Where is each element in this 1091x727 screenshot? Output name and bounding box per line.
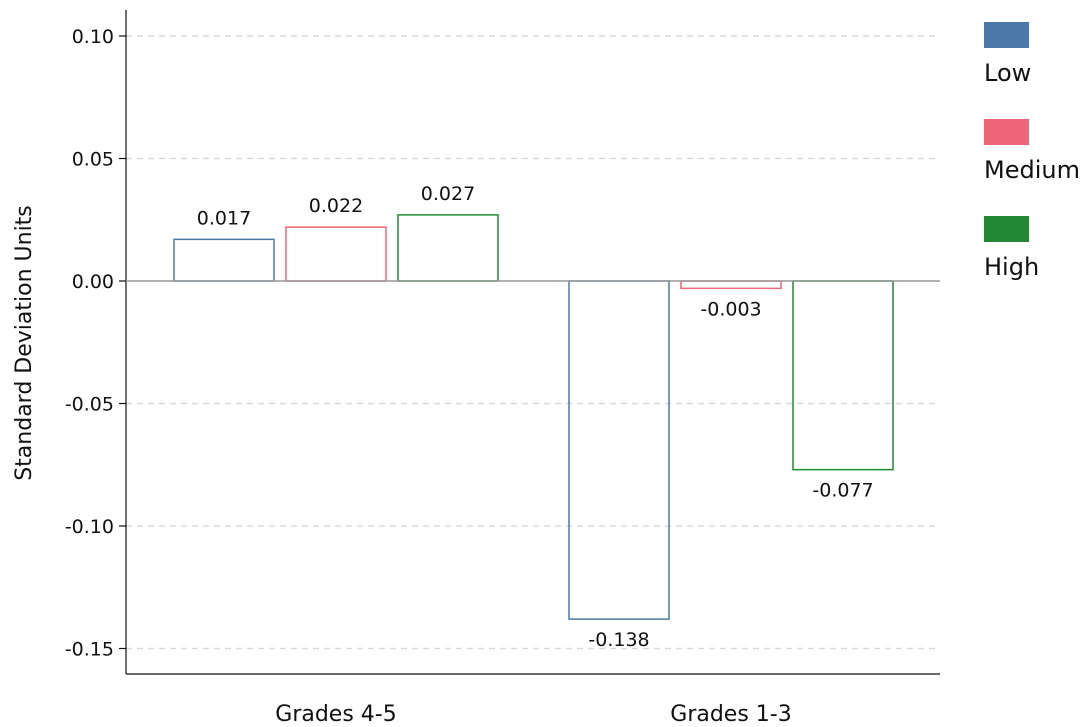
y-tick-label: 0.00 <box>72 271 114 293</box>
bar-medium-grades-1-3 <box>680 280 782 290</box>
legend-swatch-medium <box>984 119 1029 145</box>
legend: Low Medium High <box>984 22 1080 281</box>
bars <box>173 214 894 620</box>
y-axis-title: Standard Deviation Units <box>12 205 37 481</box>
legend-label-low: Low <box>984 59 1031 87</box>
legend-swatch-low <box>984 22 1029 48</box>
y-tick-label: -0.05 <box>65 394 114 416</box>
y-tick-label: 0.10 <box>72 26 114 48</box>
data-label: -0.138 <box>588 629 649 651</box>
bar-low-grades-1-3 <box>568 280 670 620</box>
y-tick-label: -0.15 <box>65 639 114 661</box>
y-tick-label: -0.10 <box>65 516 114 538</box>
data-labels: 0.017 0.022 0.027 -0.138 -0.003 -0.077 <box>197 183 874 651</box>
data-label: 0.027 <box>421 183 475 205</box>
data-label: -0.077 <box>812 480 873 502</box>
bar-high-grades-1-3 <box>792 280 894 471</box>
legend-label-medium: Medium <box>984 156 1080 184</box>
legend-label-high: High <box>984 253 1039 281</box>
data-label: 0.017 <box>197 207 251 229</box>
bar-high-grades-4-5 <box>397 214 499 282</box>
x-category-label: Grades 1-3 <box>670 702 791 727</box>
data-label: 0.022 <box>309 195 363 217</box>
data-label: -0.003 <box>700 298 761 320</box>
gridlines <box>126 35 940 650</box>
legend-swatch-high <box>984 216 1029 242</box>
y-tick-label: 0.05 <box>72 149 114 171</box>
category-labels: Grades 4-5 Grades 1-3 <box>275 702 791 727</box>
bar-medium-grades-4-5 <box>285 226 387 282</box>
bar-low-grades-4-5 <box>173 238 275 282</box>
axes <box>125 10 940 675</box>
y-ticks: 0.10 0.05 0.00 -0.05 -0.10 -0.15 <box>65 26 126 661</box>
x-category-label: Grades 4-5 <box>275 702 396 727</box>
